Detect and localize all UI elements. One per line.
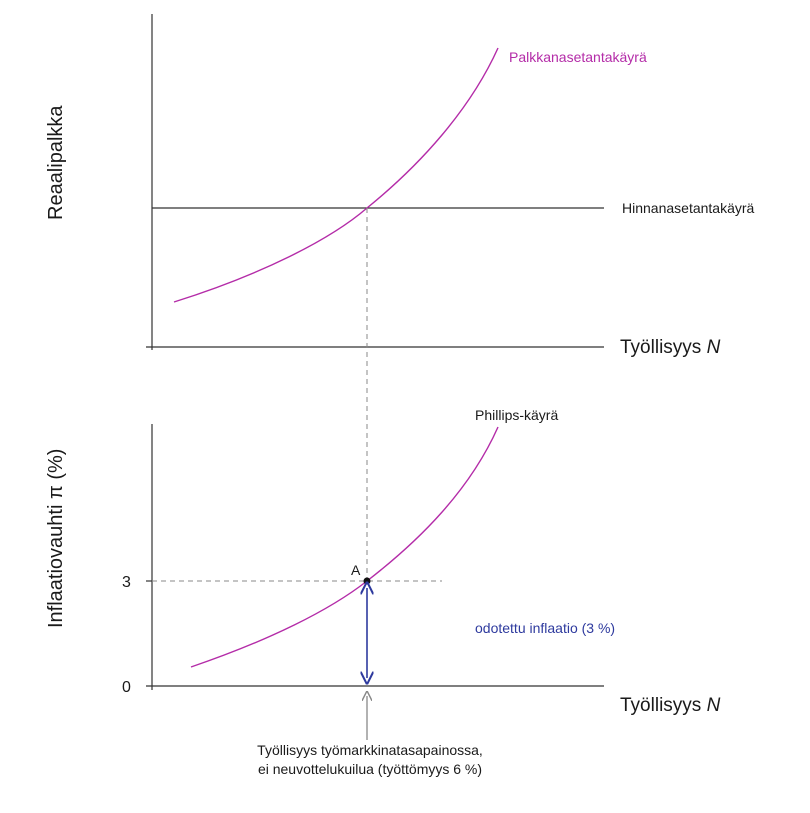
- top-x-axis-label: Työllisyys N: [620, 337, 721, 358]
- phillips-curve-label: Phillips-käyrä: [475, 407, 558, 423]
- bottom-y-axis-label: Inflaatiovauhti π (%): [45, 449, 67, 628]
- wage-setting-curve: [173, 47, 499, 303]
- expected-inflation-label: odotettu inflaatio (3 %): [475, 620, 615, 636]
- footnote-line-1: Työllisyys työmarkkinatasapainossa,: [257, 742, 483, 758]
- y-tick-label-0: 0: [122, 679, 131, 696]
- top-y-axis-label: Reaalipalkka: [45, 105, 67, 220]
- wage-curve-label: Palkkanasetantakäyrä: [509, 49, 647, 65]
- y-tick-label-3: 3: [122, 574, 131, 591]
- point-a-label: A: [351, 562, 361, 578]
- phillips-curve: [190, 426, 499, 668]
- price-curve-label: Hinnanasetantakäyrä: [622, 200, 755, 216]
- footnote-line-2: ei neuvottelukuilua (työttömyys 6 %): [258, 761, 482, 777]
- bottom-x-axis-label: Työllisyys N: [620, 695, 721, 716]
- point-a: [363, 577, 371, 585]
